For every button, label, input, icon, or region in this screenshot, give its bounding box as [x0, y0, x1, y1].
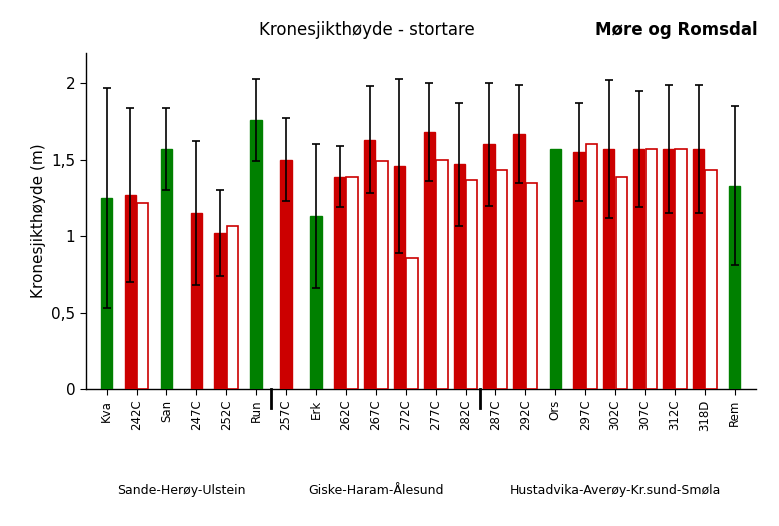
Bar — [334, 177, 345, 389]
Bar — [453, 164, 465, 389]
Bar — [603, 149, 615, 389]
Bar — [436, 160, 448, 389]
Bar — [101, 198, 112, 389]
Bar — [484, 145, 495, 389]
Bar — [513, 134, 525, 389]
Text: Giske-Haram-Ålesund: Giske-Haram-Ålesund — [308, 484, 443, 497]
Text: Sande-Herøy-Ulstein: Sande-Herøy-Ulstein — [117, 484, 245, 497]
Bar — [160, 149, 172, 389]
Bar — [549, 149, 561, 389]
Bar — [393, 166, 405, 389]
Bar — [615, 177, 627, 389]
Bar — [376, 161, 388, 389]
Bar — [125, 195, 136, 389]
Text: Hustadvika-Averøy-Kr.sund-Smøla: Hustadvika-Averøy-Kr.sund-Smøla — [509, 484, 721, 497]
Bar — [526, 183, 538, 389]
Bar — [663, 149, 675, 389]
Bar — [424, 132, 435, 389]
Bar — [466, 179, 478, 389]
Bar — [251, 120, 262, 389]
Bar — [729, 186, 740, 389]
Bar — [214, 233, 226, 389]
Text: Kronesjikthøyde - stortare: Kronesjikthøyde - stortare — [259, 21, 475, 39]
Bar — [364, 140, 375, 389]
Bar — [347, 177, 358, 389]
Bar — [675, 149, 687, 389]
Bar — [137, 203, 149, 389]
Bar — [310, 216, 322, 389]
Text: Møre og Romsdal: Møre og Romsdal — [595, 21, 757, 39]
Bar — [586, 145, 597, 389]
Bar — [646, 149, 657, 389]
Bar — [407, 258, 418, 389]
Bar — [280, 160, 292, 389]
Bar — [573, 152, 584, 389]
Y-axis label: Kronesjikthøyde (m): Kronesjikthøyde (m) — [30, 144, 46, 298]
Bar — [191, 213, 202, 389]
Bar — [633, 149, 644, 389]
Bar — [706, 170, 717, 389]
Bar — [496, 170, 507, 389]
Bar — [227, 226, 238, 389]
Bar — [693, 149, 704, 389]
